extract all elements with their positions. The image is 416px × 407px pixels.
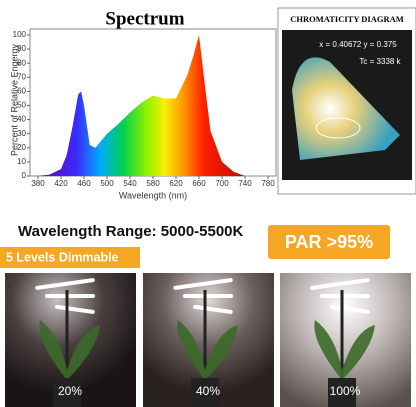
chroma-locus <box>292 57 400 160</box>
y-tick-label: 10 <box>17 157 26 166</box>
y-tick-label: 0 <box>22 171 27 180</box>
x-tick-label: 380 <box>31 179 45 188</box>
y-tick-label: 30 <box>17 129 26 138</box>
chroma-tc: Tc = 3338 k <box>359 57 401 66</box>
y-tick-label: 80 <box>17 58 26 67</box>
light-bar <box>193 304 233 314</box>
x-tick-label: 540 <box>123 179 137 188</box>
wavelength-range: Wavelength Range: 5000-5500K <box>18 223 244 240</box>
dimmable-badge <box>0 247 140 268</box>
light-bar <box>310 278 370 290</box>
y-tick-label: 70 <box>17 72 26 81</box>
light-bar <box>173 278 233 290</box>
light-bar <box>55 304 95 314</box>
x-tick-label: 780 <box>261 179 275 188</box>
dimmable-text: 5 Levels Dimmable <box>6 250 119 264</box>
light-bar <box>330 304 370 314</box>
plant <box>177 320 238 380</box>
light-bar <box>45 294 95 298</box>
chroma-title: CHROMATICITY DIAGRAM <box>290 14 404 24</box>
light-bar <box>320 294 370 298</box>
pot <box>53 378 81 407</box>
par-badge <box>268 225 390 259</box>
x-tick-label: 700 <box>215 179 229 188</box>
light-bar <box>35 278 95 290</box>
photo-label: 100% <box>330 384 361 398</box>
pot <box>328 378 356 407</box>
chroma-coords: x = 0.40672 y = 0.375 <box>319 40 397 49</box>
photo-label: 20% <box>58 384 82 398</box>
spectrum-area <box>38 35 268 176</box>
y-tick-label: 40 <box>17 115 26 124</box>
y-axis-label: Percent of Relative Engergy <box>9 43 19 156</box>
light-bar <box>183 294 233 298</box>
x-tick-label: 620 <box>169 179 183 188</box>
x-tick-label: 420 <box>54 179 68 188</box>
y-tick-label: 60 <box>17 87 26 96</box>
spectrum-title: Spectrum <box>105 8 184 29</box>
y-tick-label: 90 <box>17 44 26 53</box>
y-tick-label: 20 <box>17 143 26 152</box>
photo-label: 40% <box>196 384 220 398</box>
chroma-marker <box>315 117 361 139</box>
par-text: PAR >95% <box>285 232 373 252</box>
x-tick-label: 460 <box>77 179 91 188</box>
y-tick-label: 50 <box>17 101 26 110</box>
plant <box>39 320 100 380</box>
x-axis-label: Wavelength (nm) <box>119 190 187 200</box>
pot <box>191 378 219 407</box>
x-tick-label: 660 <box>192 179 206 188</box>
plant <box>314 320 375 380</box>
y-tick-label: 100 <box>13 30 27 39</box>
x-tick-label: 580 <box>146 179 160 188</box>
x-tick-label: 500 <box>100 179 114 188</box>
x-tick-label: 740 <box>238 179 252 188</box>
